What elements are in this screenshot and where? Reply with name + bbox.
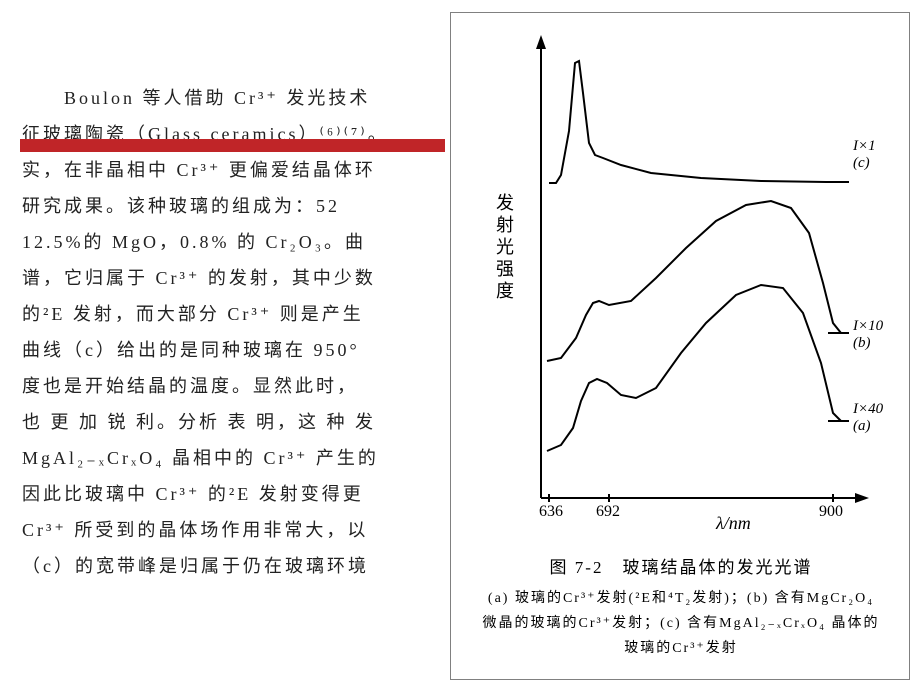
x-axis-arrow-icon [855,493,869,503]
text-line: 因此比玻璃中 Cr³⁺ 的²E 发射变得更 [22,476,442,512]
curve-label-c: I×1 (c) [853,138,876,172]
caption-subtitle: (a) 玻璃的Cr³⁺发射(²E和⁴T₂发射)；(b) 含有MgCr₂O₄ 微晶… [471,586,891,662]
x-axis-label: λ/nm [716,513,751,534]
curve-label-a: I×40 (a) [853,401,883,435]
text-line: 研究成果。该种玻璃的组成为：52 [22,188,442,224]
text-line: 度也是开始结晶的温度。显然此时， [22,368,442,404]
y-axis-arrow-icon [536,35,546,49]
text-line: 也 更 加 锐 利。分析 表 明，这 种 发 [22,404,442,440]
x-tick-636: 636 [539,503,563,521]
red-highlight-bar [20,139,445,152]
y-axis-label: 发射光强度 [491,193,517,303]
x-tick-692: 692 [596,503,620,521]
emission-spectrum-chart: 发射光强度 λ/nm 636 692 900 I×1 (c) I×10 (b) … [481,23,881,523]
figure-caption: 图 7-2 玻璃结晶体的发光光谱 (a) 玻璃的Cr³⁺发射(²E和⁴T₂发射)… [471,553,891,662]
curve-c [549,61,841,183]
text-line: 曲线（c）给出的是同种玻璃在 950° [22,332,442,368]
chart-svg [481,23,881,523]
text-line: （c）的宽带峰是归属于仍在玻璃环境 [22,548,442,584]
x-tick-900: 900 [819,503,843,521]
text-line: 的²E 发射，而大部分 Cr³⁺ 则是产生 [22,296,442,332]
body-text-column: Boulon 等人借助 Cr³⁺ 发光技术 征玻璃陶瓷（Glass cerami… [22,80,442,584]
curve-a [547,285,841,451]
text-line: 12.5%的 MgO，0.8% 的 Cr₂O₃。曲 [22,224,442,260]
text-line: Boulon 等人借助 Cr³⁺ 发光技术 [22,80,442,116]
figure-panel: 发射光强度 λ/nm 636 692 900 I×1 (c) I×10 (b) … [450,12,910,680]
caption-title: 图 7-2 玻璃结晶体的发光光谱 [471,553,891,578]
text-line: 实，在非晶相中 Cr³⁺ 更偏爱结晶体环 [22,152,442,188]
text-line: Cr³⁺ 所受到的晶体场作用非常大，以 [22,512,442,548]
text-line: MgAl₂₋ₓCrₓO₄ 晶相中的 Cr³⁺ 产生的 [22,440,442,476]
text-line: 谱，它归属于 Cr³⁺ 的发射，其中少数 [22,260,442,296]
curve-label-b: I×10 (b) [853,318,883,352]
